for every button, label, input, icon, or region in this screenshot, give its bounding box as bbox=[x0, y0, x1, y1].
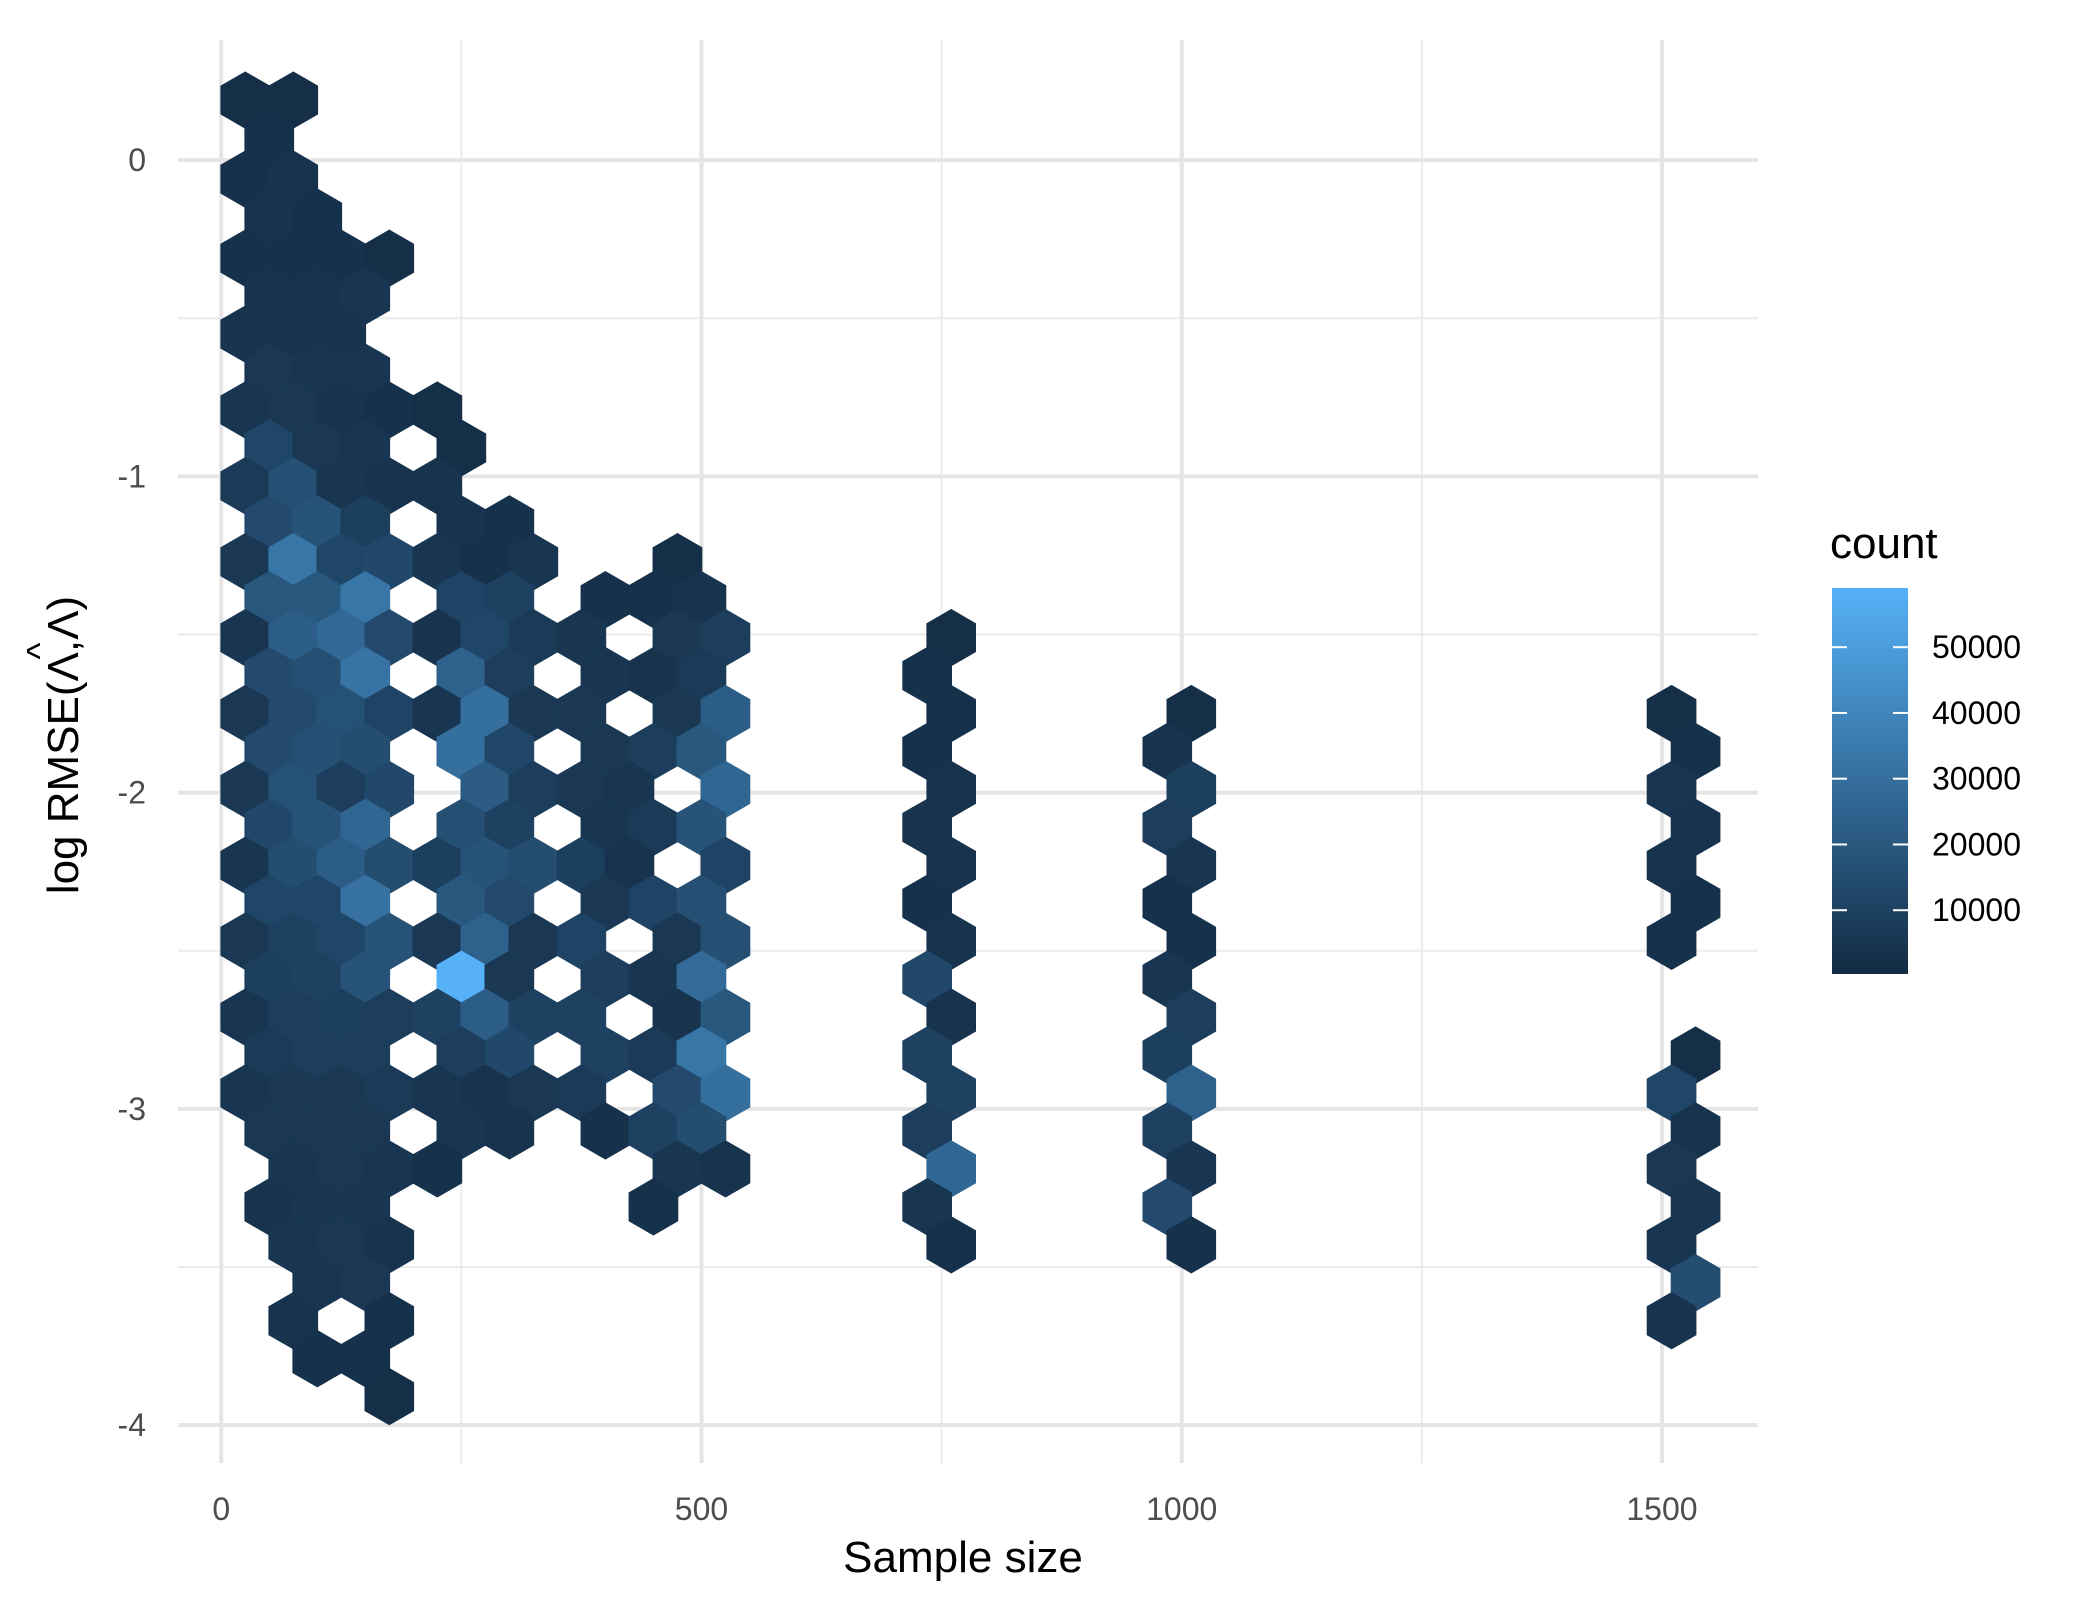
hex-bin bbox=[484, 1102, 535, 1160]
y-axis-title-part-1: log RMSE(Λ, bbox=[39, 640, 88, 894]
x-axis-ticks: 0 500 1000 1500 bbox=[212, 1491, 1697, 1527]
y-tick-label: -3 bbox=[118, 1091, 146, 1127]
y-axis-title-part-2: Λ bbox=[39, 610, 88, 640]
hex-bins bbox=[220, 71, 1721, 1426]
x-tick-label: 0 bbox=[212, 1491, 230, 1527]
legend-label: 50000 bbox=[1932, 629, 2021, 665]
hex-bin bbox=[1646, 912, 1697, 970]
color-legend: count 10000 20000 30000 40000 50000 bbox=[1830, 519, 2021, 974]
legend-label: 30000 bbox=[1932, 761, 2021, 797]
legend-label: 40000 bbox=[1932, 695, 2021, 731]
y-axis-ticks: 0 -1 -2 -3 -4 bbox=[118, 142, 146, 1443]
hex-bin bbox=[412, 1140, 463, 1198]
y-axis-title-part-3: ) bbox=[39, 596, 88, 611]
hex-bin bbox=[1646, 1292, 1697, 1350]
x-tick-label: 1000 bbox=[1146, 1491, 1217, 1527]
hex-bin bbox=[628, 1178, 679, 1236]
hex-bin bbox=[700, 1140, 751, 1198]
y-tick-label: -2 bbox=[118, 775, 146, 811]
svg-text:log RMSE(Λ,Λ): log RMSE(Λ,Λ) bbox=[39, 596, 88, 894]
hex-bin bbox=[926, 1216, 977, 1274]
y-tick-label: -4 bbox=[118, 1407, 146, 1443]
legend-title: count bbox=[1830, 519, 1938, 568]
x-axis-title: Sample size bbox=[843, 1533, 1083, 1582]
x-tick-label: 500 bbox=[675, 1491, 728, 1527]
legend-colorbar bbox=[1832, 588, 1908, 974]
legend-label: 10000 bbox=[1932, 892, 2021, 928]
y-axis-title: log RMSE(Λ,Λ) ^ bbox=[19, 596, 88, 894]
y-axis-title-hat: ^ bbox=[19, 642, 60, 659]
legend-ticks: 10000 20000 30000 40000 50000 bbox=[1832, 629, 2021, 928]
y-tick-label: 0 bbox=[128, 142, 146, 178]
legend-label: 20000 bbox=[1932, 826, 2021, 862]
y-tick-label: -1 bbox=[118, 458, 146, 494]
hex-bin bbox=[1166, 1216, 1217, 1274]
x-tick-label: 1500 bbox=[1626, 1491, 1697, 1527]
hex-bin bbox=[364, 1367, 415, 1426]
